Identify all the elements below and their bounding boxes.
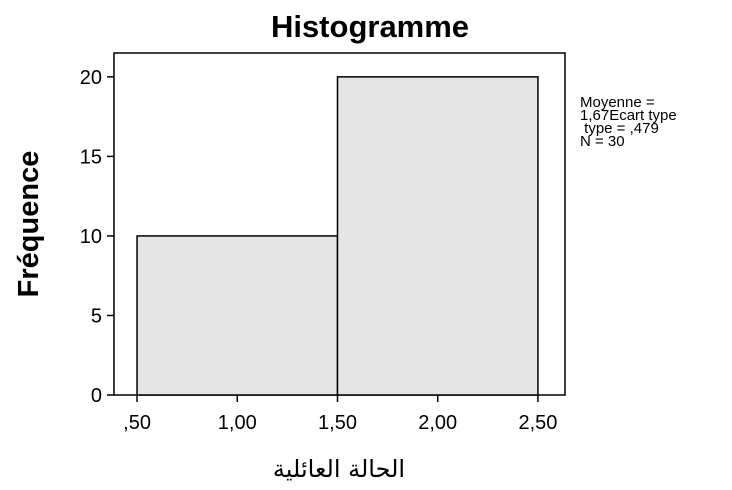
x-tick-label: 1,00 [218, 412, 257, 434]
stats-line-std: type = ,479 [580, 120, 659, 137]
x-tick-label: ,50 [123, 412, 151, 434]
chart-title: Histogramme [271, 9, 469, 44]
stats-line-count: N = 30 [580, 133, 625, 150]
y-tick-label: 15 [80, 146, 102, 168]
x-axis: ,50 1,00 1,50 2,00 2,50 [123, 395, 557, 434]
y-tick-label: 5 [91, 305, 102, 327]
y-axis-label: Fréquence [13, 151, 45, 298]
histogram-bar-2 [336, 76, 539, 396]
x-tick-label: 1,50 [318, 412, 357, 434]
x-tick-label: 2,00 [418, 412, 457, 434]
y-axis: 0 5 10 15 20 [80, 67, 114, 407]
y-tick-label: 10 [80, 226, 102, 248]
x-axis-label: الحالة العائلية [273, 455, 405, 483]
statistics-legend: Moyenne = 1,67Ecart type type = ,479 N =… [580, 94, 730, 150]
y-tick-label: 0 [91, 385, 102, 407]
stats-line-mean: Moyenne = [580, 94, 655, 111]
stats-line-mean-value: 1,67Ecart type [580, 107, 677, 124]
x-tick-label: 2,50 [518, 412, 557, 434]
y-tick-label: 20 [80, 67, 102, 89]
bars-group [136, 76, 539, 396]
histogram-bar-1 [136, 235, 339, 396]
